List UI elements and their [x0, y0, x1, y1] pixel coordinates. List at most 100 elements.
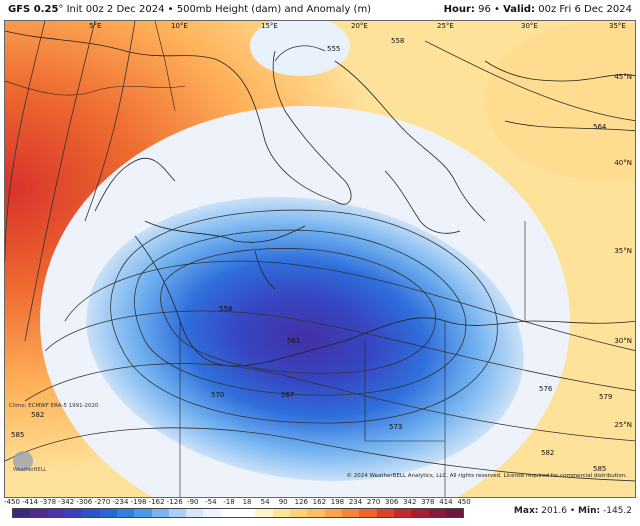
anomaly-colorbar: -450 -414 -378 -342 -306 -270 -234 -198 -162 -126… [4, 498, 471, 524]
contour-label: 579 [599, 393, 612, 401]
colorbar-tick-label: -162 [148, 498, 165, 506]
colorbar-swatch [203, 509, 221, 517]
colorbar-swatch [359, 509, 377, 517]
init-time: Init 00z 2 Dec 2024 [66, 4, 165, 15]
valid-time: 00z Fri 6 Dec 2024 [538, 4, 632, 15]
contour-label: 570 [211, 391, 224, 399]
coastlines [5, 30, 635, 367]
colorbar-swatch [47, 509, 65, 517]
colorbar-tick-label: 126 [294, 498, 308, 506]
borders [5, 21, 526, 497]
latitude-label: 45°N [614, 73, 632, 81]
header-title: GFS 0.25° Init 00z 2 Dec 2024 • 500mb He… [8, 4, 372, 15]
colorbar-tick-label: 90 [278, 498, 288, 506]
contour-label: 555 [327, 45, 340, 53]
longitude-label: 15°E [261, 22, 278, 30]
colorbar-tick-label: -126 [166, 498, 183, 506]
colorbar-swatch [376, 509, 394, 517]
latitude-label: 35°N [614, 247, 632, 255]
colorbar-swatch [445, 509, 464, 517]
colorbar-swatch [116, 509, 135, 517]
colorbar-tick-label: 54 [260, 498, 270, 506]
min-value: -145.2 [602, 506, 632, 516]
colorbar-swatch [13, 509, 31, 517]
copyright-credit: © 2024 WeatherBELL Analytics, LLC. All r… [346, 473, 627, 479]
weatherbell-logo: WeatherBELL [13, 451, 46, 473]
colorbar-tick-label: -342 [58, 498, 75, 506]
forecast-hour: 96 [478, 4, 491, 15]
colorbar-tick-label: 162 [312, 498, 327, 506]
header-valid: Hour: 96 • Valid: 00z Fri 6 Dec 2024 [443, 4, 632, 15]
contour-label: 582 [541, 449, 554, 457]
colorbar-tick-label: -270 [94, 498, 111, 506]
colorbar-swatch [186, 509, 204, 517]
colorbar-swatch [290, 509, 308, 517]
contour-label: 558 [391, 37, 404, 45]
longitude-label: 35°E [609, 22, 626, 30]
longitude-label: 5°E [89, 22, 102, 30]
colorbar-tick-label: -54 [205, 498, 217, 506]
svg-text:WeatherBELL: WeatherBELL [13, 467, 46, 473]
colorbar-tick-label: -90 [187, 498, 199, 506]
colorbar-swatch [341, 509, 360, 517]
longitude-label: 25°E [437, 22, 454, 30]
climo-note: Climo: ECMWF ERA-5 1991-2020 [9, 403, 99, 409]
colorbar-tick-label: -450 [4, 498, 20, 506]
colorbar-swatch [428, 509, 446, 517]
colorbar-swatch [82, 509, 100, 517]
colorbar-swatch [255, 509, 273, 517]
colorbar-tick-label: -18 [223, 498, 235, 506]
contour-label: 558 [219, 305, 232, 313]
colorbar-swatch [238, 509, 256, 517]
colorbar-swatch [134, 509, 152, 517]
map-canvas: 555 558 558 561 564 567 570 573 576 579 … [5, 21, 635, 497]
colorbar-swatch [393, 509, 412, 517]
max-value: 201.6 [541, 506, 567, 516]
colorbar-swatch [151, 509, 169, 517]
colorbar-swatch [168, 509, 187, 517]
colorbar-ticks: -450 -414 -378 -342 -306 -270 -234 -198 -162 -126… [4, 498, 471, 508]
positive-anomaly-east [485, 21, 635, 181]
contour-label: 573 [389, 423, 402, 431]
weak-anomaly-north [250, 21, 350, 76]
colorbar-tick-label: -198 [130, 498, 147, 506]
colorbar-tick-label: 378 [421, 498, 435, 506]
latitude-label: 40°N [614, 159, 632, 167]
longitude-label: 10°E [171, 22, 188, 30]
latitude-label: 25°N [614, 421, 632, 429]
contour-label: 567 [281, 391, 294, 399]
colorbar-tick-label: -378 [40, 498, 57, 506]
contour-label: 585 [11, 431, 24, 439]
longitude-label: 20°E [351, 22, 368, 30]
colorbar-swatch [307, 509, 325, 517]
colorbar-swatch [30, 509, 48, 517]
colorbar-tick-label: 270 [366, 498, 381, 506]
negative-anomaly-low [86, 197, 524, 481]
colorbar-swatch [411, 509, 429, 517]
colorbar-tick-label: 450 [457, 498, 471, 506]
map-header: GFS 0.25° Init 00z 2 Dec 2024 • 500mb He… [0, 0, 640, 20]
latitude-label: 30°N [614, 337, 632, 345]
longitude-label: 30°E [521, 22, 538, 30]
colorbar-swatches [12, 508, 464, 518]
max-min-stats: Max: 201.6 • Min: -145.2 [513, 506, 632, 516]
model-name: GFS 0.25 [8, 4, 59, 15]
contour-label: 582 [31, 411, 44, 419]
colorbar-tick-label: 198 [330, 498, 345, 506]
contour-label: 576 [539, 385, 553, 393]
colorbar-swatch [64, 509, 83, 517]
colorbar-swatch [99, 509, 117, 517]
colorbar-tick-label: 234 [348, 498, 363, 506]
colorbar-tick-label: 18 [242, 498, 252, 506]
weather-map: 555 558 558 561 564 567 570 573 576 579 … [4, 20, 636, 498]
contour-label: 564 [593, 123, 607, 131]
contour-label: 585 [593, 465, 606, 473]
colorbar-tick-label: 414 [439, 498, 453, 506]
colorbar-tick-label: 342 [403, 498, 417, 506]
colorbar-tick-label: -306 [76, 498, 93, 506]
colorbar-tick-label: -234 [112, 498, 129, 506]
colorbar-swatch [272, 509, 290, 517]
height-contours [5, 21, 635, 482]
colorbar-tick-label: 306 [384, 498, 399, 506]
colorbar-swatch [220, 509, 239, 517]
